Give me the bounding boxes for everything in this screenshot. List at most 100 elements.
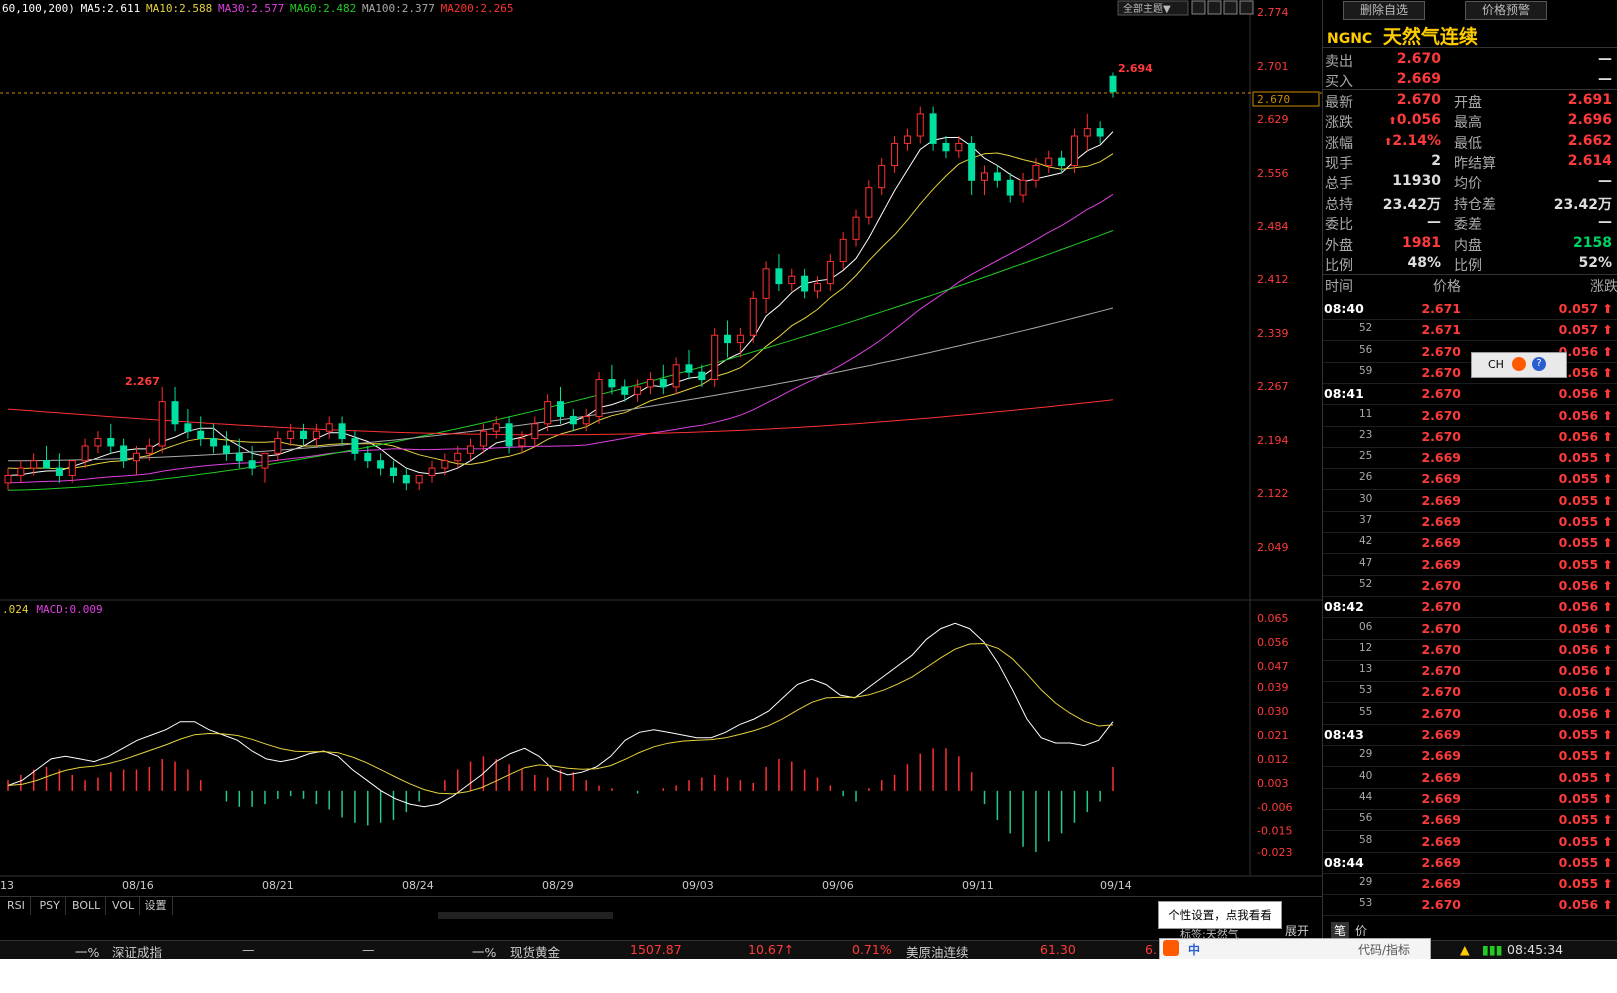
macd-tick: 0.039	[1257, 681, 1289, 694]
macd-dea-line	[7, 642, 1114, 795]
indicator-tab[interactable]: PSY	[35, 897, 66, 915]
tick-row: 23 2.670 0.056 ⬆	[1323, 426, 1617, 448]
next-icon[interactable]	[1239, 0, 1254, 15]
help-icon[interactable]: ?	[1532, 357, 1546, 371]
candle-body	[698, 371, 706, 381]
status-item: 一%	[472, 945, 497, 960]
status-item: —	[242, 942, 255, 957]
macd-tick: -0.006	[1257, 801, 1292, 814]
theme-selector[interactable]: 全部主题▼	[1123, 2, 1171, 15]
candle-body	[55, 467, 63, 476]
price-tick: 2.629	[1257, 113, 1289, 126]
macd-legend-item: MACD:0.009	[36, 603, 102, 616]
tick-time: 56	[1359, 343, 1373, 356]
chart-scrollbar[interactable]	[438, 912, 613, 919]
candle-body	[557, 401, 564, 417]
tick-time: 52	[1359, 322, 1373, 335]
tick-price: 2.669	[1421, 769, 1461, 785]
status-item: 深证成指	[112, 945, 163, 960]
tick-change: 0.055 ⬆	[1558, 769, 1613, 785]
tick-row: 52 2.670 0.056 ⬆	[1323, 575, 1617, 597]
tick-price: 2.670	[1421, 684, 1461, 700]
candle-body	[107, 438, 115, 447]
candle-body	[839, 238, 847, 262]
candle-body	[261, 452, 269, 469]
candle-body	[929, 113, 937, 144]
candle-body	[582, 415, 590, 425]
indicator-tab[interactable]: VOL	[107, 897, 141, 915]
status-item: 美原油连续	[906, 945, 969, 960]
ime-search-input[interactable]: 代码/指标	[1358, 943, 1411, 957]
status-item: 一%	[75, 945, 100, 960]
tick-change: 0.055 ⬆	[1558, 492, 1613, 508]
candle-body	[415, 474, 423, 484]
quote-label: 开盘	[1454, 94, 1482, 111]
quote-row: 最新 2.670 开盘 2.691	[1323, 91, 1617, 111]
indicator-tab[interactable]: BOLL	[67, 897, 107, 915]
tick-row: 53 2.670 0.056 ⬆	[1323, 681, 1617, 704]
tick-change: 0.056 ⬆	[1558, 684, 1613, 700]
sogou-icon[interactable]	[1512, 357, 1526, 371]
tick-time: 06	[1359, 620, 1373, 633]
tick-price: 2.671	[1421, 301, 1461, 316]
mid-high-annotation: 2.267	[125, 375, 160, 388]
tick-change: 0.055 ⬆	[1558, 471, 1613, 487]
ime-lang[interactable]: 中	[1188, 943, 1201, 957]
instrument-title: NGNC 天然气连续	[1327, 22, 1478, 49]
date-tick: 09/11	[962, 879, 994, 892]
quote-row: 总手 11930 均价 —	[1323, 172, 1617, 192]
candle-body	[222, 445, 230, 454]
candle-body	[878, 165, 886, 189]
tick-time: 08:40	[1324, 301, 1364, 316]
tab-price[interactable]: 价	[1355, 924, 1368, 938]
expand-tab[interactable]: 展开	[1285, 924, 1310, 938]
quote-label: 昨结算	[1454, 156, 1496, 172]
candlesticks	[4, 72, 1117, 491]
candle-body	[43, 460, 51, 469]
candle-body	[993, 172, 1001, 181]
tick-time: 26	[1359, 471, 1373, 484]
ma-legend-item: MA60:2.482	[290, 2, 356, 15]
tick-price: 2.669	[1421, 492, 1461, 508]
price-axis: 2.774 2.701 2.629 2.556 2.484 2.412 2.339 2.267…	[1257, 6, 1289, 554]
tick-change: 0.055 ⬆	[1558, 450, 1613, 466]
tick-change: 0.057 ⬆	[1558, 301, 1613, 316]
settings-tooltip[interactable]: 个性设置，点我看看	[1158, 901, 1282, 929]
tick-change: 0.056 ⬆	[1558, 641, 1613, 657]
candle-body	[158, 401, 166, 447]
quote-value: ⬆2.14%	[1384, 132, 1441, 149]
quote-row: 现手 2 昨结算 2.614	[1323, 152, 1617, 172]
indicator-tab[interactable]: RSI	[2, 897, 31, 915]
candle-body	[968, 142, 976, 181]
high-annotation: 2.694	[1118, 62, 1153, 75]
delete-watchlist-button[interactable]: 删除自选	[1343, 1, 1425, 20]
chart-toolbar[interactable]: 全部主题▼	[1117, 0, 1254, 16]
tick-time: 53	[1359, 684, 1373, 697]
quote-row: 卖出 2.670 —	[1323, 50, 1617, 70]
ma-legend-item: MA10:2.588	[146, 2, 212, 15]
bell-icon[interactable]: ▲	[1460, 942, 1470, 957]
date-tick: 09/06	[822, 879, 854, 892]
candle-body	[338, 423, 346, 440]
price-alert-button[interactable]: 价格预警	[1465, 1, 1547, 20]
tab-ticks[interactable]: 笔	[1331, 922, 1350, 939]
indicator-tab[interactable]: 设置	[140, 897, 173, 915]
candle-body	[518, 438, 526, 447]
ime-lang-label: CH	[1488, 358, 1504, 371]
crosshair-icon[interactable]	[1191, 0, 1206, 15]
zoom-out-icon[interactable]	[1223, 0, 1238, 15]
quote-row: 外盘 1981 内盘 2158	[1323, 234, 1617, 254]
macd-tick: 0.065	[1257, 612, 1289, 625]
status-item: —	[362, 942, 375, 957]
zoom-in-icon[interactable]	[1207, 0, 1222, 15]
tick-row: 12 2.670 0.056 ⬆	[1323, 639, 1617, 661]
candle-body	[325, 423, 333, 432]
tick-row: 53 2.670 0.056 ⬆	[1323, 894, 1617, 917]
kline-chart[interactable]: 60,100,200) MA5:2.611 MA10:2.588 MA30:2.577…	[0, 0, 1322, 920]
ime-status-widget[interactable]: CH ?	[1471, 352, 1567, 378]
sogou-logo-icon	[1163, 940, 1179, 956]
macd-tick: 0.056	[1257, 636, 1289, 649]
candle-body	[312, 430, 320, 440]
candle-body	[891, 142, 899, 167]
quote-label: 总手	[1325, 176, 1353, 193]
